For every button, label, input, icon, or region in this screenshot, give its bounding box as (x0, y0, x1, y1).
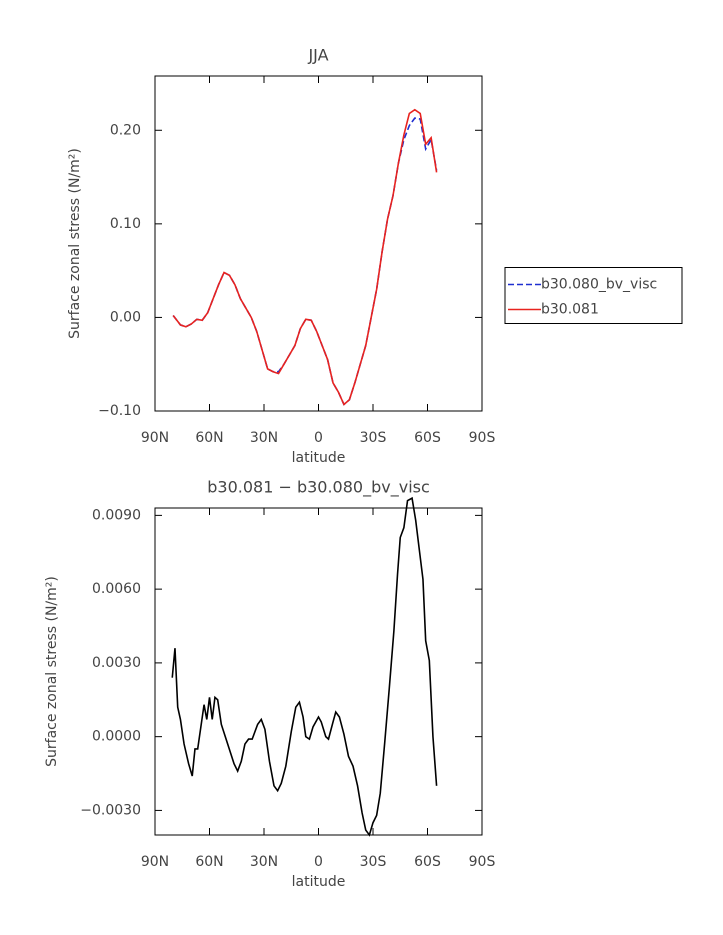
x-tick-label: 30S (360, 430, 387, 446)
y-tick-label: 0.20 (110, 122, 141, 138)
y-tick-label: −0.10 (98, 403, 141, 419)
x-tick-label: 30S (360, 854, 387, 870)
x-tick-label: 90N (141, 430, 169, 446)
x-tick-label: 60S (414, 854, 441, 870)
x-axis-label: latitude (292, 450, 346, 466)
x-tick-label: 90S (469, 854, 496, 870)
plot-frame (154, 75, 483, 412)
y-tick-label: 0.0090 (92, 507, 141, 523)
legend-label: b30.080_bv_visc (541, 277, 657, 293)
x-tick-label: 0 (314, 854, 323, 870)
x-tick-label: 60S (414, 430, 441, 446)
legend-label: b30.081 (541, 302, 599, 318)
x-tick-label: 90S (469, 430, 496, 446)
x-tick-label: 60N (195, 430, 223, 446)
x-tick-label: 0 (314, 430, 323, 446)
y-tick-label: −0.0030 (80, 802, 141, 818)
legend-box (504, 267, 683, 324)
y-tick-label: 0.0000 (92, 729, 141, 745)
x-tick-label: 90N (141, 854, 169, 870)
y-tick-label: 0.0030 (92, 655, 141, 671)
x-tick-label: 60N (195, 854, 223, 870)
data-line (172, 117, 438, 406)
x-axis-label: latitude (292, 874, 346, 890)
data-line (171, 496, 438, 837)
y-axis-label: Surface zonal stress (N/m²) (44, 576, 60, 767)
chart-title: JJA (307, 46, 328, 65)
y-tick-label: 0.10 (110, 216, 141, 232)
plot-frame (154, 507, 483, 836)
y-tick-label: 0.0060 (92, 581, 141, 597)
x-tick-label: 30N (250, 854, 278, 870)
y-tick-label: 0.00 (110, 309, 141, 325)
y-axis-label: Surface zonal stress (N/m²) (67, 148, 83, 339)
data-line (172, 108, 438, 406)
x-tick-label: 30N (250, 430, 278, 446)
chart-title: b30.081 − b30.080_bv_visc (207, 478, 430, 498)
